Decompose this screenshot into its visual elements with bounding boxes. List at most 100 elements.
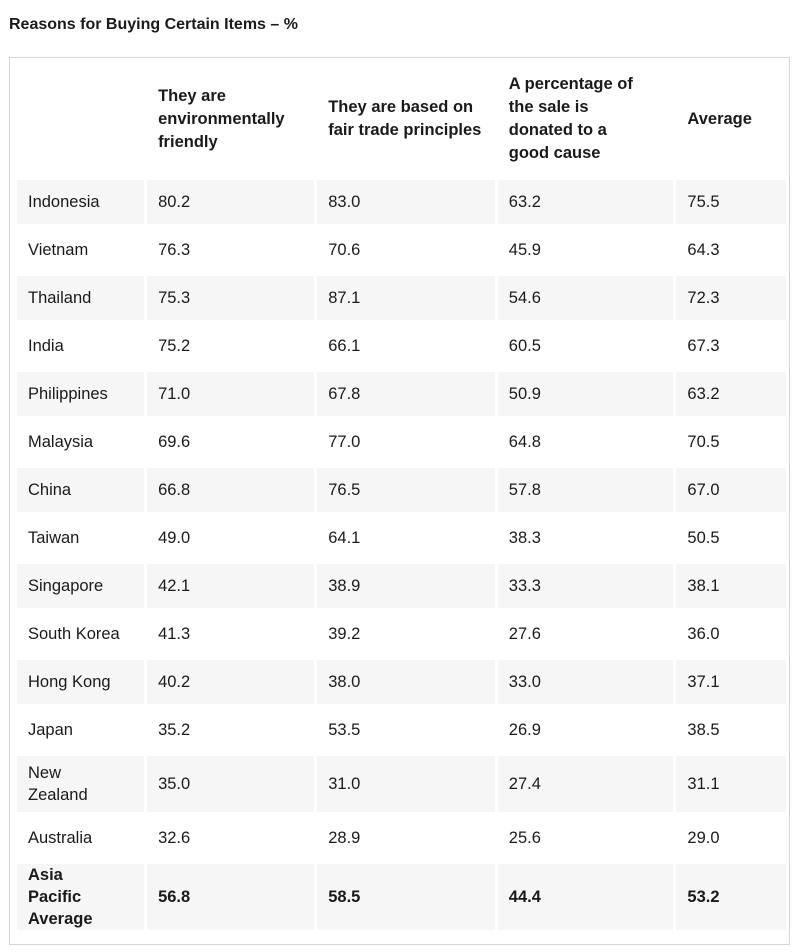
average-cell: 67.0 [676, 468, 786, 512]
donated-cell: 27.4 [497, 756, 674, 812]
average-cell: 72.3 [676, 276, 786, 320]
fair-trade-cell: 38.0 [317, 660, 495, 704]
country-cell: South Korea [17, 612, 145, 656]
environmentally-friendly-cell: 56.8 [147, 864, 315, 930]
donated-cell: 63.2 [497, 180, 674, 224]
country-cell: Singapore [17, 564, 145, 608]
country-cell: Hong Kong [17, 660, 145, 704]
environmentally-friendly-cell: 69.6 [147, 420, 315, 464]
country-cell: Japan [17, 708, 145, 752]
fair-trade-cell: 64.1 [317, 516, 495, 560]
country-cell: New Zealand [17, 756, 145, 812]
average-cell: 38.5 [676, 708, 786, 752]
data-table-container: They are environmentally friendly They a… [9, 57, 790, 945]
average-cell: 31.1 [676, 756, 786, 812]
country-cell: Thailand [17, 276, 145, 320]
environmentally-friendly-cell: 42.1 [147, 564, 315, 608]
average-cell: 63.2 [676, 372, 786, 416]
donated-cell: 64.8 [497, 420, 674, 464]
average-cell: 37.1 [676, 660, 786, 704]
environmentally-friendly-cell: 35.0 [147, 756, 315, 812]
country-cell: Philippines [17, 372, 145, 416]
header-cell-donated: A percentage of the sale is donated to a… [497, 62, 674, 176]
table-header-row: They are environmentally friendly They a… [17, 62, 786, 176]
page-title: Reasons for Buying Certain Items – % [9, 16, 298, 33]
fair-trade-cell: 87.1 [317, 276, 495, 320]
table-row: Singapore 42.1 38.9 33.3 38.1 [17, 564, 786, 608]
country-cell: Malaysia [17, 420, 145, 464]
average-cell: 70.5 [676, 420, 786, 464]
donated-cell: 54.6 [497, 276, 674, 320]
average-cell: 64.3 [676, 228, 786, 272]
average-cell: 38.1 [676, 564, 786, 608]
environmentally-friendly-cell: 66.8 [147, 468, 315, 512]
table-row: India 75.2 66.1 60.5 67.3 [17, 324, 786, 368]
fair-trade-cell: 38.9 [317, 564, 495, 608]
table-row: Japan 35.2 53.5 26.9 38.5 [17, 708, 786, 752]
table-row: Philippines 71.0 67.8 50.9 63.2 [17, 372, 786, 416]
environmentally-friendly-cell: 41.3 [147, 612, 315, 656]
environmentally-friendly-cell: 75.3 [147, 276, 315, 320]
table-row: Vietnam 76.3 70.6 45.9 64.3 [17, 228, 786, 272]
environmentally-friendly-cell: 75.2 [147, 324, 315, 368]
table-row: Indonesia 80.2 83.0 63.2 75.5 [17, 180, 786, 224]
table-row: Hong Kong 40.2 38.0 33.0 37.1 [17, 660, 786, 704]
donated-cell: 57.8 [497, 468, 674, 512]
fair-trade-cell: 53.5 [317, 708, 495, 752]
fair-trade-cell: 70.6 [317, 228, 495, 272]
country-cell: China [17, 468, 145, 512]
table-row: Malaysia 69.6 77.0 64.8 70.5 [17, 420, 786, 464]
country-cell: Vietnam [17, 228, 145, 272]
header-cell-country [17, 62, 145, 176]
environmentally-friendly-cell: 80.2 [147, 180, 315, 224]
donated-cell: 25.6 [497, 816, 674, 860]
country-cell: Asia Pacific Average [17, 864, 145, 930]
table-row: Taiwan 49.0 64.1 38.3 50.5 [17, 516, 786, 560]
average-cell: 29.0 [676, 816, 786, 860]
donated-cell: 60.5 [497, 324, 674, 368]
environmentally-friendly-cell: 76.3 [147, 228, 315, 272]
fair-trade-cell: 76.5 [317, 468, 495, 512]
table-row-total: Asia Pacific Average 56.8 58.5 44.4 53.2 [17, 864, 786, 930]
donated-cell: 33.3 [497, 564, 674, 608]
average-cell: 67.3 [676, 324, 786, 368]
fair-trade-cell: 58.5 [317, 864, 495, 930]
header-cell-fair-trade: They are based on fair trade principles [317, 62, 495, 176]
fair-trade-cell: 28.9 [317, 816, 495, 860]
environmentally-friendly-cell: 71.0 [147, 372, 315, 416]
header-cell-environmentally-friendly: They are environmentally friendly [147, 62, 315, 176]
environmentally-friendly-cell: 32.6 [147, 816, 315, 860]
average-cell: 53.2 [676, 864, 786, 930]
donated-cell: 50.9 [497, 372, 674, 416]
table-row: South Korea 41.3 39.2 27.6 36.0 [17, 612, 786, 656]
fair-trade-cell: 31.0 [317, 756, 495, 812]
average-cell: 75.5 [676, 180, 786, 224]
fair-trade-cell: 66.1 [317, 324, 495, 368]
environmentally-friendly-cell: 35.2 [147, 708, 315, 752]
donated-cell: 45.9 [497, 228, 674, 272]
average-cell: 50.5 [676, 516, 786, 560]
table-body: Indonesia 80.2 83.0 63.2 75.5 Vietnam 76.3 70.6… [17, 180, 786, 930]
donated-cell: 27.6 [497, 612, 674, 656]
environmentally-friendly-cell: 40.2 [147, 660, 315, 704]
donated-cell: 44.4 [497, 864, 674, 930]
table-row: Australia 32.6 28.9 25.6 29.0 [17, 816, 786, 860]
table-row: China 66.8 76.5 57.8 67.0 [17, 468, 786, 512]
country-cell: Indonesia [17, 180, 145, 224]
average-cell: 36.0 [676, 612, 786, 656]
donated-cell: 26.9 [497, 708, 674, 752]
fair-trade-cell: 83.0 [317, 180, 495, 224]
fair-trade-cell: 77.0 [317, 420, 495, 464]
fair-trade-cell: 67.8 [317, 372, 495, 416]
table-row: Thailand 75.3 87.1 54.6 72.3 [17, 276, 786, 320]
donated-cell: 38.3 [497, 516, 674, 560]
fair-trade-cell: 39.2 [317, 612, 495, 656]
country-cell: India [17, 324, 145, 368]
data-table: They are environmentally friendly They a… [14, 58, 789, 934]
header-cell-average: Average [676, 62, 786, 176]
donated-cell: 33.0 [497, 660, 674, 704]
country-cell: Australia [17, 816, 145, 860]
table-row: New Zealand 35.0 31.0 27.4 31.1 [17, 756, 786, 812]
environmentally-friendly-cell: 49.0 [147, 516, 315, 560]
country-cell: Taiwan [17, 516, 145, 560]
